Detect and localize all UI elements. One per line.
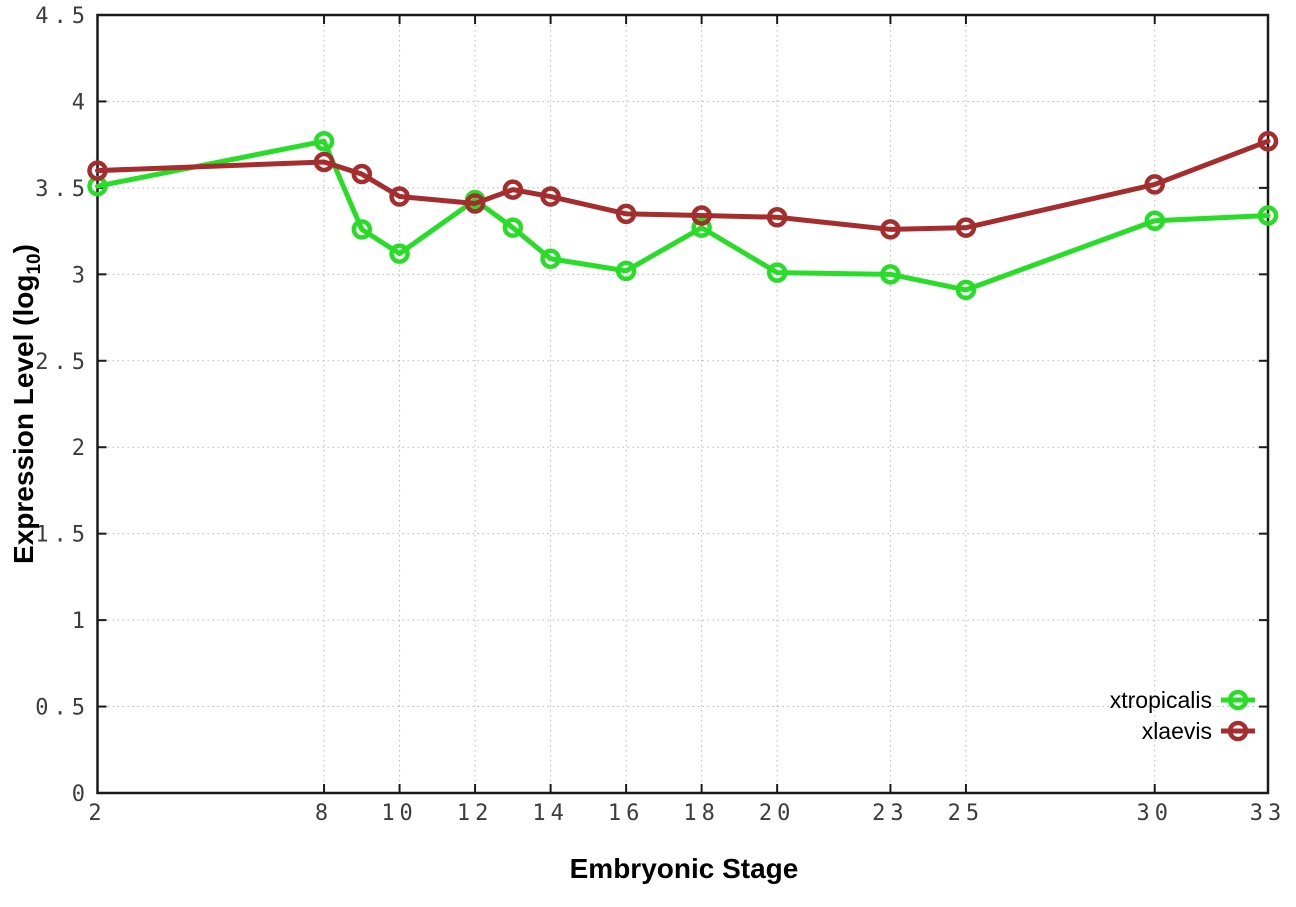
axis-tick-labels: 2 8 10 12 14 16 18 20 23 25 30 33 0 0.5 1 1.5 2 2.5 3 3.5 4 4… xyxy=(35,4,1287,826)
gridlines xyxy=(97,15,1268,793)
legend-label-xlaevis: xlaevis xyxy=(1142,718,1212,744)
data-point-marker-xtropicalis xyxy=(955,279,977,301)
data-point-marker-xlaevis xyxy=(389,186,410,207)
legend-marker-xtropicalis xyxy=(1227,689,1249,711)
legend-entry-xtropicalis: xtropicalis xyxy=(1110,687,1255,713)
data-point-marker-xtropicalis xyxy=(766,262,788,283)
data-point-marker-xtropicalis xyxy=(351,219,373,240)
y-tick-label: 1.5 xyxy=(35,523,90,548)
y-tick-label: 3.5 xyxy=(35,177,90,202)
x-tick-label: 23 xyxy=(872,801,909,826)
x-tick-label: 8 xyxy=(315,801,333,826)
y-tick-label: 4 xyxy=(72,90,90,115)
y-axis-title: Expression Level (log10) xyxy=(8,244,45,564)
data-point-marker-xlaevis xyxy=(502,179,524,200)
x-tick-label: 2 xyxy=(88,801,106,826)
axis-tick-marks xyxy=(96,14,1269,794)
data-point-marker-xlaevis xyxy=(313,151,335,173)
x-tick-label: 25 xyxy=(948,801,985,826)
plot-border xyxy=(96,13,1270,795)
y-tick-label: 0.5 xyxy=(35,696,90,721)
data-point-marker-xtropicalis xyxy=(615,260,637,282)
y-tick-label: 0 xyxy=(72,782,90,807)
y-tick-label: 2 xyxy=(72,436,90,461)
x-tick-label: 10 xyxy=(381,801,418,826)
x-tick-label: 20 xyxy=(759,801,796,826)
series-group xyxy=(87,130,1279,301)
data-point-marker-xlaevis xyxy=(464,193,486,214)
series-xtropicalis xyxy=(87,130,1279,301)
x-tick-label: 30 xyxy=(1136,801,1173,826)
y-tick-label: 1 xyxy=(72,609,90,634)
legend-label-xtropicalis: xtropicalis xyxy=(1110,687,1212,713)
x-tick-label: 18 xyxy=(683,801,720,826)
x-tick-label: 33 xyxy=(1250,801,1287,826)
data-point-marker-xlaevis xyxy=(615,203,637,225)
series-xlaevis xyxy=(87,130,1279,240)
legend-marker-xlaevis xyxy=(1227,720,1249,742)
x-tick-label: 14 xyxy=(532,801,569,826)
series-line-xlaevis xyxy=(95,138,1271,232)
legend-entry-xlaevis: xlaevis xyxy=(1142,718,1255,744)
data-point-marker-xlaevis xyxy=(955,217,977,238)
x-tick-label: 16 xyxy=(608,801,645,826)
data-point-marker-xlaevis xyxy=(87,160,108,181)
data-point-marker-xtropicalis xyxy=(691,217,712,238)
y-tick-label: 2.5 xyxy=(35,350,90,375)
data-point-marker-xtropicalis xyxy=(1144,210,1165,231)
y-tick-label: 3 xyxy=(72,263,90,288)
data-point-marker-xtropicalis xyxy=(313,130,335,152)
data-point-marker-xtropicalis xyxy=(1257,205,1279,226)
x-tick-label: 12 xyxy=(457,801,494,826)
data-point-marker-xlaevis xyxy=(1257,130,1279,152)
data-point-marker-xlaevis xyxy=(540,186,561,207)
data-point-marker-xlaevis xyxy=(766,207,788,228)
data-point-marker-xtropicalis xyxy=(502,217,524,238)
y-tick-label: 4.5 xyxy=(35,4,90,29)
data-point-marker-xtropicalis xyxy=(389,243,410,264)
legend: xtropicalis xlaevis xyxy=(1110,687,1255,744)
data-point-marker-xtropicalis xyxy=(540,248,561,270)
data-point-marker-xtropicalis xyxy=(880,264,901,285)
data-point-marker-xlaevis xyxy=(1144,174,1165,195)
data-point-marker-xlaevis xyxy=(691,205,712,226)
data-point-marker-xlaevis xyxy=(880,219,901,240)
x-axis-title: Embryonic Stage xyxy=(570,853,799,884)
data-point-marker-xlaevis xyxy=(351,163,373,185)
